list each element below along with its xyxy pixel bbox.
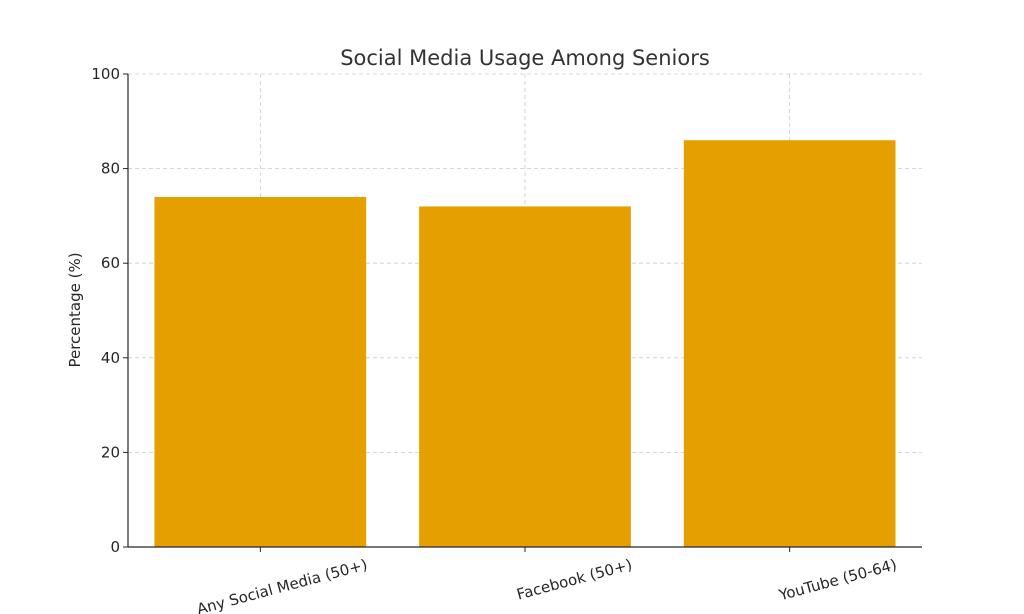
bar: [154, 196, 367, 548]
bar-layer: [154, 140, 896, 548]
y-tick-label: 60: [101, 254, 120, 272]
y-tick-label: 20: [101, 443, 120, 461]
bar: [419, 206, 631, 547]
x-tick-label: Facebook (50+): [515, 555, 634, 603]
y-tick-label: 0: [110, 538, 120, 556]
x-tick-label: Any Social Media (50+): [195, 555, 370, 614]
y-tick-label: 100: [91, 65, 120, 83]
y-tick-label: 40: [101, 349, 120, 367]
x-tick-label: YouTube (50-64): [776, 555, 899, 604]
y-tick-label: 80: [101, 160, 120, 178]
chart-title: Social Media Usage Among Seniors: [340, 46, 710, 70]
y-axis-label: Percentage (%): [66, 252, 84, 367]
bar: [683, 140, 896, 547]
